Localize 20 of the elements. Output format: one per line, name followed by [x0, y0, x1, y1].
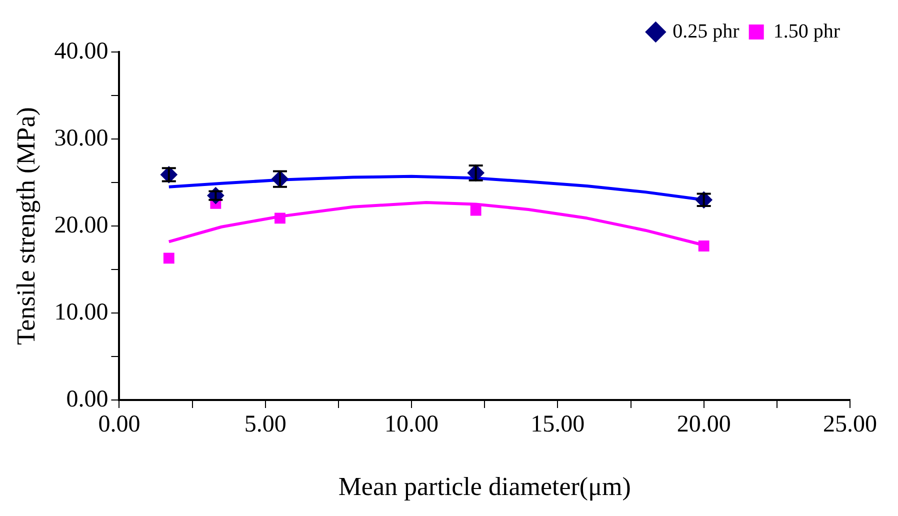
point	[698, 240, 710, 252]
y-tick-label: 40.00	[54, 38, 108, 64]
legend-label: 1.50 phr	[773, 20, 840, 42]
x-axis-title: Mean particle diameter(μm)	[338, 472, 631, 502]
point	[470, 204, 482, 216]
y-tick-label: 10.00	[54, 299, 108, 326]
legend-label: 0.25 phr	[672, 20, 740, 42]
y-axis-title: Tensile strength (MPa)	[11, 107, 40, 345]
point	[274, 212, 286, 224]
point	[163, 252, 174, 264]
y-tick-label: 30.00	[54, 125, 108, 152]
x-tick-label: 25.00	[823, 412, 877, 438]
x-tick-label: 0.00	[98, 412, 140, 438]
x-tick-label: 15.00	[530, 412, 585, 438]
x-tick-label: 5.00	[244, 412, 286, 438]
x-tick-label: 10.00	[384, 412, 439, 438]
y-tick-label: 0.00	[66, 386, 108, 412]
y-tick-label: 20.00	[54, 212, 108, 238]
x-tick-label: 20.00	[676, 412, 731, 438]
point	[207, 187, 224, 204]
